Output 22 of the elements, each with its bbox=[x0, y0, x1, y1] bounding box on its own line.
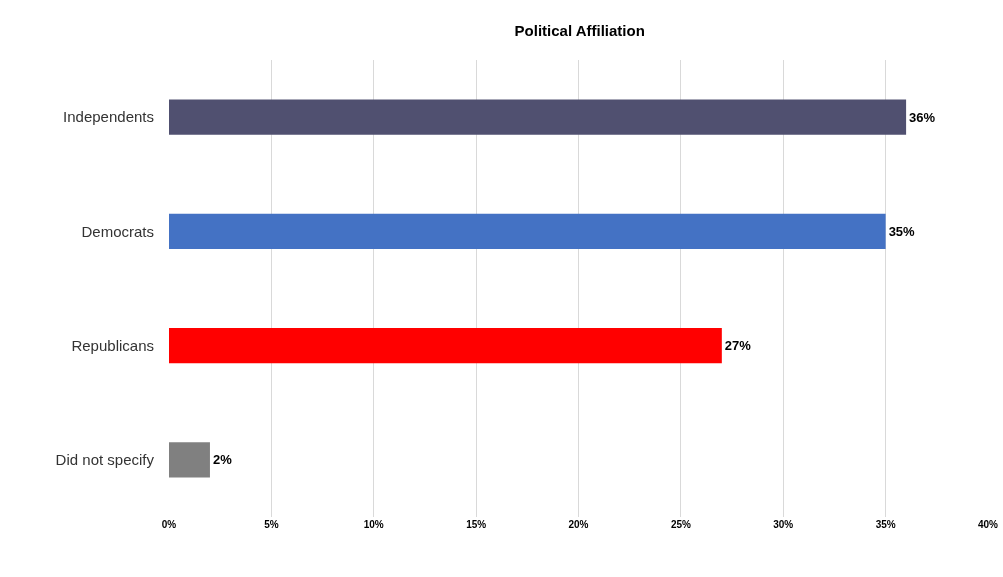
data-label: 35% bbox=[888, 223, 916, 239]
y-tick-label: Democrats bbox=[81, 222, 154, 240]
x-tick-label: 0% bbox=[161, 519, 177, 530]
bar bbox=[169, 213, 886, 250]
x-tick-label: 30% bbox=[773, 519, 794, 530]
x-tick-label: 10% bbox=[363, 519, 384, 530]
x-tick-label: 35% bbox=[875, 519, 896, 530]
x-tick-label: 25% bbox=[670, 519, 691, 530]
bar bbox=[169, 99, 907, 135]
data-label: 36% bbox=[909, 109, 936, 125]
x-tick-label: 20% bbox=[568, 519, 589, 530]
data-label: 27% bbox=[724, 338, 752, 354]
x-tick-label: 5% bbox=[264, 519, 279, 530]
data-label: 2% bbox=[212, 452, 233, 468]
y-tick-label: Independents bbox=[63, 108, 154, 126]
bar bbox=[169, 327, 722, 364]
chart-title: Political Affiliation bbox=[514, 22, 645, 40]
y-tick-label: Republicans bbox=[71, 336, 154, 354]
x-tick-label: 15% bbox=[466, 519, 487, 530]
y-tick-label: Did not specify bbox=[55, 451, 155, 469]
bar bbox=[169, 442, 210, 478]
x-tick-label: 40% bbox=[977, 519, 999, 530]
